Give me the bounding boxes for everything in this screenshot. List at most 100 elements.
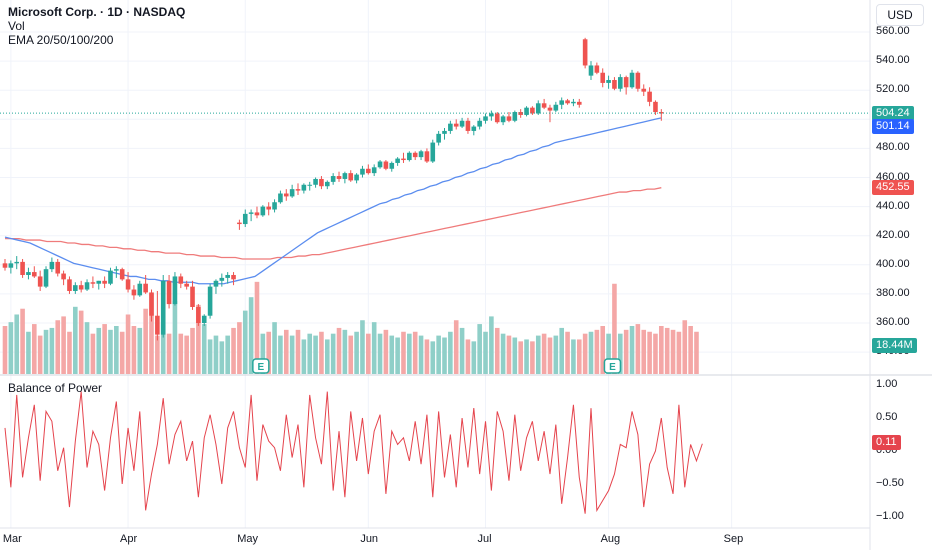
candle-body [307, 184, 313, 186]
candle-body [424, 151, 430, 162]
volume-bar [8, 322, 14, 374]
candle-body [342, 173, 348, 179]
candle-body [489, 113, 494, 117]
candle-body [336, 176, 342, 179]
candle-body [37, 276, 43, 287]
volume-bar [588, 331, 594, 374]
bop-tick-label: −0.50 [876, 477, 904, 489]
volume-bar [348, 335, 354, 374]
price-tick-label: 520.00 [876, 83, 910, 96]
candle-body [172, 276, 178, 305]
volume-bar [43, 329, 49, 374]
volume-bar [143, 308, 148, 374]
candle-body [283, 193, 289, 197]
candle-body [319, 178, 324, 187]
volume-bar [600, 326, 606, 374]
volume-bar [395, 337, 400, 374]
volume-bar [459, 327, 465, 374]
candle-body [178, 276, 184, 284]
ema-short-tag: 501.14 [872, 118, 914, 134]
earnings-marker-label: E [609, 362, 616, 373]
candle-body [401, 158, 406, 161]
volume-bar [237, 322, 242, 374]
volume-bar [84, 322, 90, 374]
volume-bar [283, 329, 289, 374]
candle-body [201, 315, 207, 323]
volume-bar [418, 335, 424, 374]
volume-bar [371, 322, 377, 374]
candle-body [553, 104, 559, 111]
volume-bar [96, 327, 102, 374]
volume-bar [360, 320, 365, 374]
volume-bar [61, 316, 66, 374]
earnings-marker-label: E [258, 362, 265, 373]
volume-bar [571, 339, 576, 374]
volume-bar [477, 324, 482, 374]
symbol-title[interactable]: Microsoft Corp. · 1D · NASDAQ [8, 5, 186, 19]
candle-body [32, 272, 37, 277]
volume-bar [582, 333, 588, 374]
volume-bar [354, 331, 359, 374]
volume-bar [494, 327, 500, 374]
currency-button[interactable]: USD [876, 4, 924, 26]
candle-body [61, 273, 66, 280]
volume-bar [242, 310, 248, 374]
candle-body [559, 100, 564, 105]
volume-bar [102, 324, 107, 374]
candle-body [114, 269, 119, 271]
candle-body [448, 123, 453, 131]
candle-body [272, 202, 277, 210]
candle-body [131, 289, 137, 296]
ema-indicator-label[interactable]: EMA 20/50/100/200 [8, 33, 114, 47]
candle-body [500, 116, 506, 123]
price-tick-label: 540.00 [876, 54, 910, 67]
candle-body [618, 77, 623, 89]
volume-bar [541, 333, 547, 374]
volume-bar [442, 337, 447, 374]
bop-indicator-label[interactable]: Balance of Power [8, 381, 103, 395]
candle-body [55, 261, 61, 274]
candle-body [530, 107, 535, 114]
candle-body [295, 189, 301, 191]
time-tick-label: Mar [2, 533, 22, 545]
candle-body [600, 72, 606, 83]
candle-body [395, 158, 400, 163]
volume-bar [366, 333, 371, 374]
candle-body [260, 206, 266, 216]
candle-body [108, 270, 113, 284]
time-tick-label: Jun [360, 533, 379, 545]
volume-bar [342, 329, 348, 374]
candle-body [219, 277, 225, 281]
volume-bar [149, 293, 154, 374]
volume-bar [524, 339, 529, 374]
candle-body [231, 274, 236, 280]
volume-bar [184, 335, 189, 374]
candle-body [43, 269, 49, 287]
volume-bar [547, 337, 553, 374]
volume-bar [78, 310, 84, 374]
candle-body [90, 282, 96, 284]
volume-bar [518, 341, 523, 374]
volume-bar [213, 335, 219, 374]
volume-bar [430, 341, 436, 374]
candle-body [377, 161, 383, 168]
volume-indicator-label[interactable]: Vol [8, 19, 25, 33]
volume-bar [207, 339, 213, 374]
volume-bar [172, 301, 178, 374]
volume-bar [37, 335, 43, 374]
ema-long-tag: 452.55 [872, 180, 914, 196]
candle-body [330, 176, 336, 182]
volume-bar [190, 327, 195, 374]
volume-bar [325, 339, 330, 374]
volume-bar [219, 341, 225, 374]
candle-body [26, 272, 31, 275]
volume-bar [565, 331, 570, 374]
candle-body [207, 286, 213, 316]
candle-body [49, 261, 55, 270]
candle-body [84, 282, 90, 290]
volume-bar [108, 329, 113, 374]
candle-body [612, 80, 617, 89]
last-price-tag: 504.24 [872, 106, 914, 122]
